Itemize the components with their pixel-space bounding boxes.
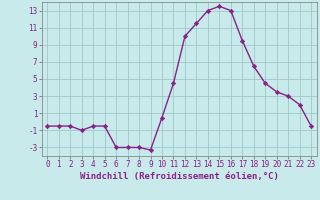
X-axis label: Windchill (Refroidissement éolien,°C): Windchill (Refroidissement éolien,°C): [80, 172, 279, 181]
